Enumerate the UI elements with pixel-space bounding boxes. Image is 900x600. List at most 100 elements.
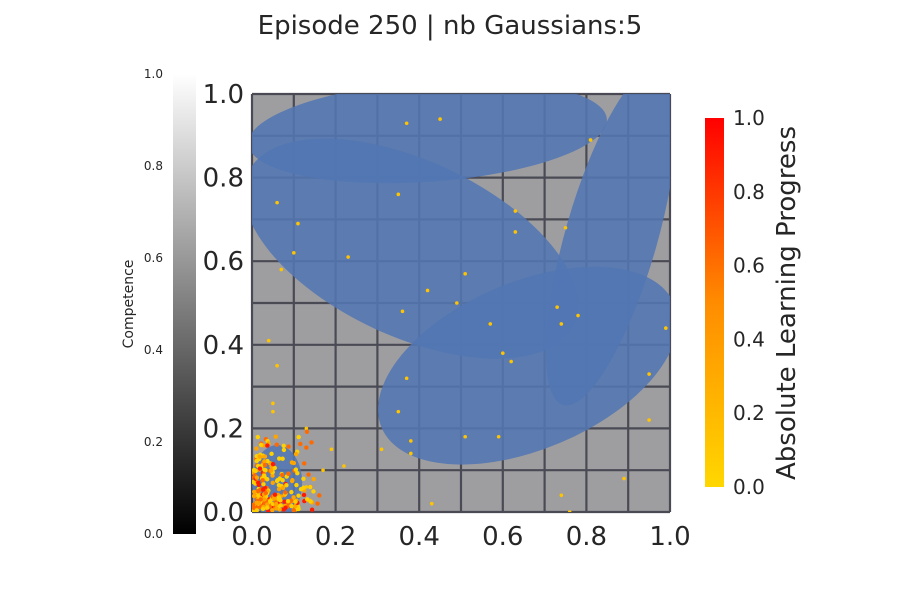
competence-tick-label: 0.0 (144, 527, 163, 541)
task-point (496, 434, 501, 439)
task-point (282, 499, 287, 504)
task-point (488, 322, 493, 326)
task-point (281, 443, 286, 449)
task-point (346, 255, 350, 259)
task-point (270, 480, 275, 485)
task-point (262, 497, 267, 502)
task-point (302, 461, 307, 466)
task-point (409, 439, 413, 443)
task-point (555, 305, 559, 309)
task-point (257, 466, 263, 471)
alp-tick-label: 0.0 (733, 475, 765, 499)
task-point (276, 486, 282, 492)
task-point (279, 267, 284, 272)
y-tick-label: 0.0 (203, 498, 244, 528)
task-point (396, 192, 401, 197)
task-point (276, 482, 282, 488)
task-point (272, 465, 277, 471)
alp-colorbar-ticks: 0.0 0.2 0.4 0.6 0.8 1.0 (733, 106, 765, 499)
alp-tick-label: 0.4 (733, 327, 765, 351)
task-point (262, 462, 268, 468)
task-point (311, 476, 316, 482)
competence-colorbar-label: Competence (121, 260, 137, 349)
task-point (463, 434, 467, 439)
y-tick-label: 0.2 (203, 414, 244, 444)
gaussian-ellipses (252, 94, 670, 512)
task-point (404, 376, 409, 381)
task-point (285, 498, 291, 504)
task-point (563, 225, 568, 230)
competence-tick-label: 0.6 (144, 251, 163, 265)
task-point (254, 446, 259, 451)
task-point (379, 447, 384, 452)
task-point (308, 499, 313, 504)
y-tick-label: 0.6 (203, 247, 244, 277)
task-point (664, 326, 668, 330)
task-point (270, 461, 276, 467)
task-point (463, 271, 467, 276)
task-point (293, 503, 298, 509)
task-point (254, 508, 260, 512)
task-point (425, 288, 430, 293)
y-tick-label: 0.4 (203, 331, 244, 361)
task-point (296, 493, 301, 498)
task-point (265, 505, 270, 510)
task-point (254, 475, 260, 480)
task-point (257, 454, 262, 459)
task-point (295, 471, 300, 476)
task-point (265, 443, 270, 448)
task-point (513, 230, 518, 234)
task-point (404, 121, 409, 126)
task-point (262, 467, 267, 473)
task-point (273, 434, 278, 439)
task-point (309, 507, 315, 512)
task-point (311, 489, 316, 494)
task-point (278, 503, 283, 508)
task-point (263, 490, 268, 496)
task-point (559, 493, 564, 498)
task-point (274, 442, 279, 447)
y-tick-label: 1.0 (203, 80, 244, 110)
task-point (559, 322, 564, 326)
task-point (258, 497, 263, 502)
task-point (321, 468, 325, 473)
task-point (254, 458, 259, 464)
task-point (256, 480, 261, 485)
task-point (276, 456, 282, 461)
task-point (438, 117, 442, 121)
alp-tick-label: 1.0 (733, 106, 765, 130)
alp-colorbar (705, 118, 724, 487)
task-point (308, 484, 313, 490)
task-point (286, 471, 291, 476)
task-point (298, 441, 303, 447)
task-point (252, 489, 257, 495)
y-tick-label: 0.8 (203, 164, 244, 194)
task-point (281, 447, 287, 453)
task-point (252, 493, 257, 499)
competence-tick-label: 0.2 (144, 435, 163, 449)
task-point (280, 456, 285, 461)
task-point (296, 221, 300, 226)
task-point (254, 500, 259, 506)
task-point (291, 495, 296, 500)
task-point (647, 418, 651, 422)
task-point (269, 451, 274, 457)
competence-colorbar (173, 74, 196, 534)
task-point (290, 478, 295, 483)
task-point (271, 409, 275, 414)
task-points (252, 117, 668, 512)
task-point (306, 472, 311, 477)
task-point (588, 138, 593, 142)
x-tick-label: 0.8 (566, 522, 607, 552)
task-point (293, 451, 299, 457)
y-axis-ticks: 0.0 0.2 0.4 0.6 0.8 1.0 (203, 80, 244, 528)
x-tick-label: 0.6 (482, 522, 523, 552)
task-point (268, 468, 274, 473)
task-point (270, 473, 275, 478)
task-point (252, 467, 257, 473)
task-point (280, 485, 286, 491)
task-point (283, 490, 288, 495)
task-point (256, 493, 261, 499)
task-point (274, 478, 280, 484)
x-tick-label: 0.0 (231, 522, 272, 552)
